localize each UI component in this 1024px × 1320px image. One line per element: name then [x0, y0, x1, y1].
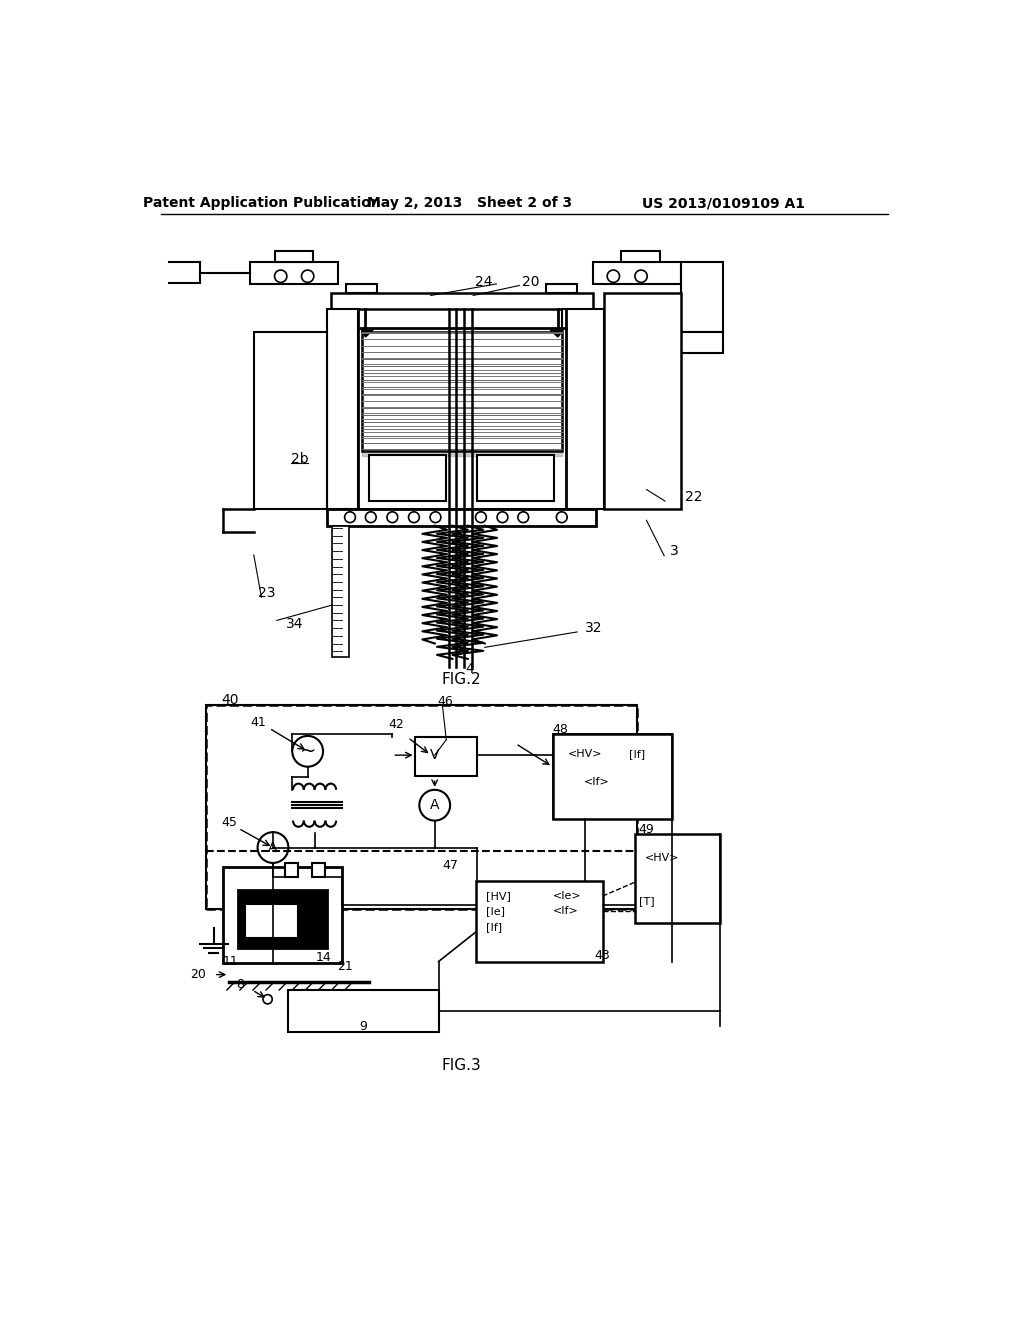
Text: FIG.2: FIG.2: [441, 672, 481, 688]
Polygon shape: [361, 330, 373, 337]
Bar: [621, 251, 659, 263]
Bar: [254, 331, 327, 508]
Circle shape: [345, 512, 355, 523]
Bar: [285, 863, 298, 876]
Bar: [361, 331, 562, 451]
Circle shape: [292, 737, 323, 767]
Text: <HV>: <HV>: [645, 853, 679, 862]
Text: 3: 3: [670, 544, 678, 558]
Circle shape: [419, 739, 451, 771]
Circle shape: [263, 995, 272, 1003]
Bar: [274, 251, 313, 263]
Circle shape: [635, 271, 647, 282]
Text: 49: 49: [639, 824, 654, 837]
Bar: [477, 455, 554, 502]
Bar: [681, 331, 724, 354]
Bar: [327, 309, 357, 508]
Circle shape: [518, 512, 528, 523]
Bar: [604, 293, 681, 508]
Bar: [239, 890, 327, 948]
Bar: [357, 327, 565, 508]
Circle shape: [409, 512, 419, 523]
Bar: [681, 263, 724, 331]
Bar: [223, 867, 342, 964]
Text: 47: 47: [442, 859, 459, 871]
Bar: [562, 309, 604, 508]
Text: 9: 9: [359, 1019, 367, 1032]
Circle shape: [430, 512, 441, 523]
Text: 4: 4: [465, 661, 474, 676]
Text: <If>: <If>: [553, 907, 579, 916]
Bar: [370, 455, 446, 502]
Bar: [289, 990, 438, 1032]
Bar: [206, 705, 637, 909]
Circle shape: [274, 271, 287, 282]
Circle shape: [475, 512, 486, 523]
Bar: [331, 293, 593, 309]
Text: May 2, 2013   Sheet 2 of 3: May 2, 2013 Sheet 2 of 3: [367, 197, 572, 210]
Circle shape: [387, 512, 397, 523]
Text: ~: ~: [299, 742, 315, 760]
Text: V: V: [430, 748, 439, 762]
Text: Patent Application Publication: Patent Application Publication: [142, 197, 380, 210]
Text: 43: 43: [594, 949, 610, 962]
Circle shape: [419, 789, 451, 821]
Text: 23: 23: [258, 586, 275, 601]
Text: FIG.3: FIG.3: [441, 1057, 481, 1073]
Text: 8: 8: [237, 978, 245, 991]
Text: [HV]: [HV]: [486, 891, 511, 902]
Bar: [311, 863, 326, 876]
Bar: [593, 263, 681, 284]
Text: 40: 40: [221, 693, 239, 706]
Text: 34: 34: [286, 618, 303, 631]
Text: 2b: 2b: [291, 451, 308, 466]
Text: 42: 42: [388, 718, 404, 731]
Text: [Ie]: [Ie]: [486, 907, 505, 916]
Circle shape: [301, 271, 313, 282]
Text: 20: 20: [190, 968, 206, 981]
Bar: [416, 738, 477, 776]
Text: 32: 32: [585, 622, 602, 635]
Text: 41: 41: [250, 715, 265, 729]
Text: 11: 11: [223, 954, 239, 968]
Text: <If>: <If>: [584, 777, 609, 787]
Bar: [346, 284, 377, 293]
Text: US 2013/0109109 A1: US 2013/0109109 A1: [642, 197, 805, 210]
Text: 46: 46: [437, 694, 453, 708]
Text: [If]: [If]: [629, 748, 645, 759]
Circle shape: [607, 271, 620, 282]
Text: 22: 22: [685, 490, 702, 504]
Bar: [327, 508, 596, 525]
Text: 48: 48: [553, 723, 568, 737]
Text: A: A: [430, 799, 439, 812]
Text: <HV>: <HV>: [568, 748, 602, 759]
Bar: [333, 525, 349, 656]
Bar: [245, 904, 298, 939]
Text: 21: 21: [337, 961, 352, 973]
Text: 20: 20: [521, 275, 540, 289]
Text: [If]: [If]: [486, 921, 503, 932]
Bar: [553, 734, 672, 818]
Bar: [475, 880, 602, 961]
Text: [T]: [T]: [639, 896, 654, 907]
Circle shape: [497, 512, 508, 523]
Text: <Ie>: <Ie>: [553, 891, 582, 902]
Bar: [250, 263, 339, 284]
Circle shape: [556, 512, 567, 523]
Text: 14: 14: [315, 952, 331, 964]
Bar: [206, 705, 637, 909]
Bar: [635, 834, 720, 923]
Text: 45: 45: [221, 816, 238, 829]
Polygon shape: [550, 330, 563, 337]
Text: 24: 24: [475, 275, 493, 289]
Circle shape: [366, 512, 376, 523]
Circle shape: [258, 832, 289, 863]
Text: A: A: [268, 841, 278, 854]
Bar: [547, 284, 578, 293]
